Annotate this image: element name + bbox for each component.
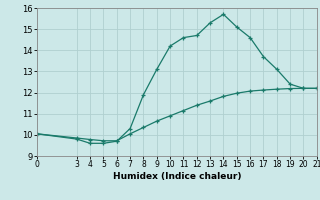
X-axis label: Humidex (Indice chaleur): Humidex (Indice chaleur)	[113, 172, 241, 181]
